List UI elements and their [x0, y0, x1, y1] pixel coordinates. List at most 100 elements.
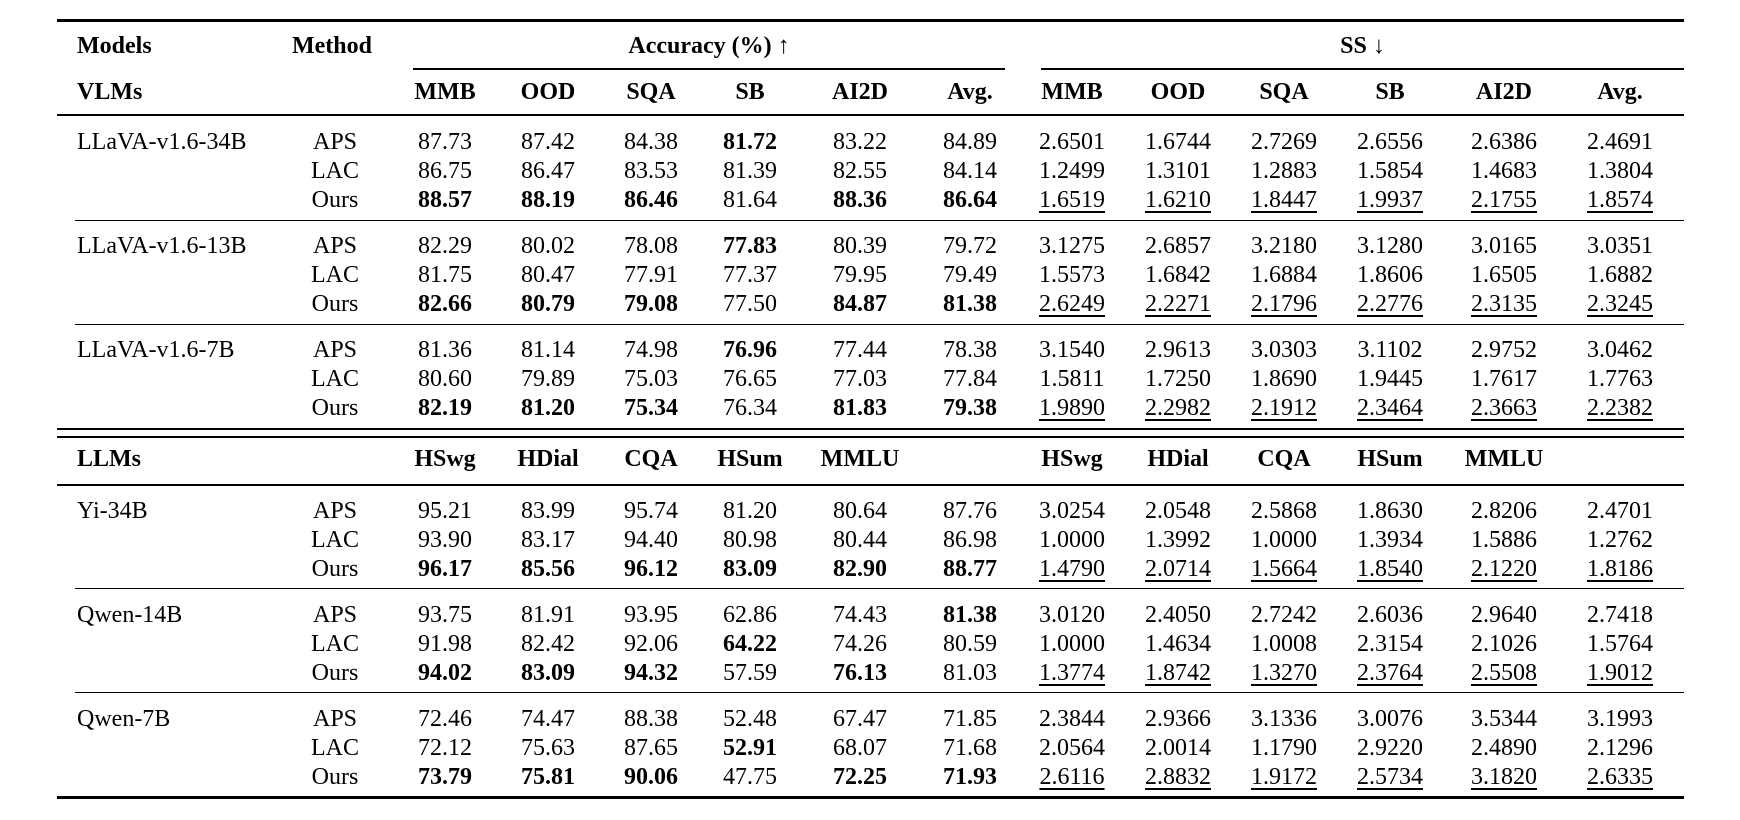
table-cell: 2.5508	[1471, 660, 1537, 686]
table-cell: 2.6036	[1357, 602, 1423, 628]
table-cell: 77.50	[723, 291, 777, 317]
table-cell: 68.07	[833, 735, 887, 761]
table-cell: 2.6386	[1471, 129, 1537, 155]
table-cell: 1.8630	[1357, 498, 1423, 524]
table-cell: 2.6556	[1357, 129, 1423, 155]
table-cell: 1.8574	[1587, 187, 1653, 213]
table-cell: 2.9613	[1145, 337, 1211, 363]
table-cell: 83.17	[521, 527, 575, 553]
table-cell: 1.1790	[1251, 735, 1317, 761]
table-cell: 77.03	[833, 366, 887, 392]
table-cell: 94.32	[624, 660, 678, 686]
column-header: Avg.	[947, 79, 993, 105]
table-cell: 71.68	[943, 735, 997, 761]
column-header: MMLU	[1464, 446, 1544, 472]
table-cell: 2.8832	[1145, 764, 1211, 790]
table-cell: 3.1540	[1039, 337, 1105, 363]
table-cell: 2.3663	[1471, 395, 1537, 421]
table-cell: 1.8447	[1251, 187, 1317, 213]
table-cell: 2.3245	[1587, 291, 1653, 317]
table-cell: 2.7418	[1587, 602, 1653, 628]
table-cell: 81.83	[833, 395, 887, 421]
table-cell: 57.59	[723, 660, 777, 686]
model-name: LLaVA-v1.6-13B	[77, 233, 247, 259]
table-cell: 1.6210	[1145, 187, 1211, 213]
table-cell: 1.3774	[1039, 660, 1105, 686]
table-cell: 2.4701	[1587, 498, 1653, 524]
method-name: APS	[312, 337, 358, 363]
table-cell: 86.46	[624, 187, 678, 213]
column-header: AI2D	[831, 79, 888, 105]
table-cell: 1.0008	[1251, 631, 1317, 657]
llm-header-rule	[57, 484, 1684, 486]
column-header: CQA	[624, 446, 678, 472]
table-cell: 2.0548	[1145, 498, 1211, 524]
model-name: Yi-34B	[77, 498, 148, 524]
column-header: HSwg	[414, 446, 476, 472]
table-cell: 1.9172	[1251, 764, 1317, 790]
table-cell: 81.14	[521, 337, 575, 363]
column-header: SB	[1375, 79, 1405, 105]
group-rule-4	[75, 692, 1684, 693]
table-cell: 2.1220	[1471, 556, 1537, 582]
table-cell: 2.1912	[1251, 395, 1317, 421]
column-header: HSwg	[1041, 446, 1103, 472]
table-cell: 1.3934	[1357, 527, 1423, 553]
table-cell: 83.22	[833, 129, 887, 155]
table-cell: 93.95	[624, 602, 678, 628]
table-cell: 84.89	[943, 129, 997, 155]
table-cell: 76.13	[833, 660, 887, 686]
model-name: Qwen-14B	[77, 602, 183, 628]
table-cell: 82.19	[418, 395, 472, 421]
models-header: Models	[77, 33, 152, 59]
column-header: MMLU	[820, 446, 900, 472]
table-cell: 1.8186	[1587, 556, 1653, 582]
table-cell: 87.42	[521, 129, 575, 155]
table-cell: 1.7617	[1471, 366, 1537, 392]
table-cell: 88.19	[521, 187, 575, 213]
column-header: SB	[735, 79, 765, 105]
column-header: SQA	[626, 79, 676, 105]
table-cell: 1.8540	[1357, 556, 1423, 582]
table-cell: 81.75	[418, 262, 472, 288]
model-name: LLaVA-v1.6-7B	[77, 337, 235, 363]
table-cell: 2.2982	[1145, 395, 1211, 421]
table-cell: 75.03	[624, 366, 678, 392]
column-header: MMB	[1041, 79, 1103, 105]
table-cell: 88.57	[418, 187, 472, 213]
table-cell: 81.72	[723, 129, 777, 155]
bottom-rule	[57, 796, 1684, 799]
table-cell: 1.8742	[1145, 660, 1211, 686]
column-header: AI2D	[1475, 79, 1532, 105]
table-cell: 1.6842	[1145, 262, 1211, 288]
table-cell: 1.0000	[1039, 631, 1105, 657]
method-name: Ours	[311, 556, 359, 582]
table-cell: 1.9937	[1357, 187, 1423, 213]
ss-header-rule	[1041, 68, 1684, 70]
table-cell: 1.5664	[1251, 556, 1317, 582]
table-cell: 81.39	[723, 158, 777, 184]
method-name: Ours	[311, 291, 359, 317]
table-cell: 83.09	[723, 556, 777, 582]
table-cell: 77.84	[943, 366, 997, 392]
method-name: LAC	[311, 366, 359, 392]
table-cell: 85.56	[521, 556, 575, 582]
table-cell: 3.0076	[1357, 706, 1423, 732]
table-cell: 3.1102	[1357, 337, 1423, 363]
table-cell: 52.91	[723, 735, 777, 761]
table-cell: 3.0303	[1251, 337, 1317, 363]
method-name: APS	[312, 129, 358, 155]
table-cell: 1.2883	[1251, 158, 1317, 184]
table-cell: 2.0014	[1145, 735, 1211, 761]
table-cell: 76.96	[723, 337, 777, 363]
table-cell: 52.48	[723, 706, 777, 732]
table-cell: 74.47	[521, 706, 575, 732]
method-name: LAC	[311, 262, 359, 288]
column-header: OOD	[520, 79, 576, 105]
table-cell: 79.89	[521, 366, 575, 392]
table-cell: 1.5886	[1471, 527, 1537, 553]
table-cell: 3.0462	[1587, 337, 1653, 363]
table-cell: 81.20	[723, 498, 777, 524]
table-cell: 93.90	[418, 527, 472, 553]
